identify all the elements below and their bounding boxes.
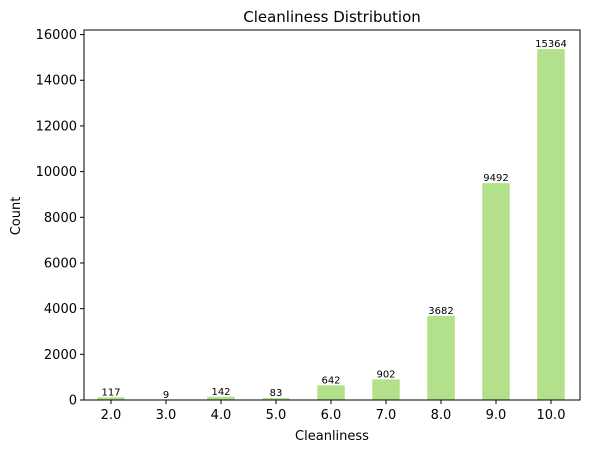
y-tick-label-6000: 6000 xyxy=(44,256,77,271)
x-tick-label-9.0: 9.0 xyxy=(486,408,507,423)
data-label-3.0: 9 xyxy=(163,390,169,401)
data-label-9.0: 9492 xyxy=(483,173,508,184)
y-tick-label-4000: 4000 xyxy=(44,302,77,317)
bar-6.0 xyxy=(317,385,345,400)
data-label-8.0: 3682 xyxy=(428,306,453,317)
bar-9.0 xyxy=(482,183,510,400)
y-tick-label-8000: 8000 xyxy=(44,211,77,226)
bar-10.0 xyxy=(537,49,565,401)
x-axis: 2.0 3.0 4.0 5.0 6.0 7.0 8.0 9.0 10.0 xyxy=(101,400,566,423)
x-tick-label-8.0: 8.0 xyxy=(431,408,452,423)
y-tick-label-16000: 16000 xyxy=(36,28,77,43)
x-axis-label: Cleanliness xyxy=(295,429,369,444)
chart-title: Cleanliness Distribution xyxy=(243,8,421,26)
bar-2.0 xyxy=(97,397,125,400)
bar-5.0 xyxy=(262,398,290,400)
x-tick-label-6.0: 6.0 xyxy=(321,408,342,423)
data-labels-group: 117 9 142 83 642 902 3682 9492 15364 xyxy=(101,39,566,401)
bars-group xyxy=(97,49,565,401)
y-tick-label-14000: 14000 xyxy=(36,74,77,89)
y-tick-label-12000: 12000 xyxy=(36,119,77,134)
x-tick-label-2.0: 2.0 xyxy=(101,408,122,423)
x-tick-label-5.0: 5.0 xyxy=(266,408,287,423)
data-label-10.0: 15364 xyxy=(535,39,567,50)
data-label-4.0: 142 xyxy=(211,387,230,398)
x-tick-label-7.0: 7.0 xyxy=(376,408,397,423)
bar-7.0 xyxy=(372,379,400,400)
bar-4.0 xyxy=(207,396,235,400)
x-tick-label-4.0: 4.0 xyxy=(211,408,232,423)
data-label-2.0: 117 xyxy=(101,387,120,398)
plot-frame xyxy=(83,29,581,401)
y-axis-label: Count xyxy=(9,197,24,236)
bar-8.0 xyxy=(427,315,455,400)
y-axis: 0 2000 4000 6000 8000 10000 12000 14000 16000 xyxy=(36,28,84,409)
x-tick-label-10.0: 10.0 xyxy=(537,408,566,423)
y-tick-label-10000: 10000 xyxy=(36,165,77,180)
data-label-5.0: 83 xyxy=(270,388,283,399)
data-label-6.0: 642 xyxy=(321,375,340,386)
x-tick-label-3.0: 3.0 xyxy=(156,408,177,423)
data-label-7.0: 902 xyxy=(376,369,395,380)
y-tick-label-2000: 2000 xyxy=(44,348,77,363)
y-tick-label-0: 0 xyxy=(69,394,77,409)
